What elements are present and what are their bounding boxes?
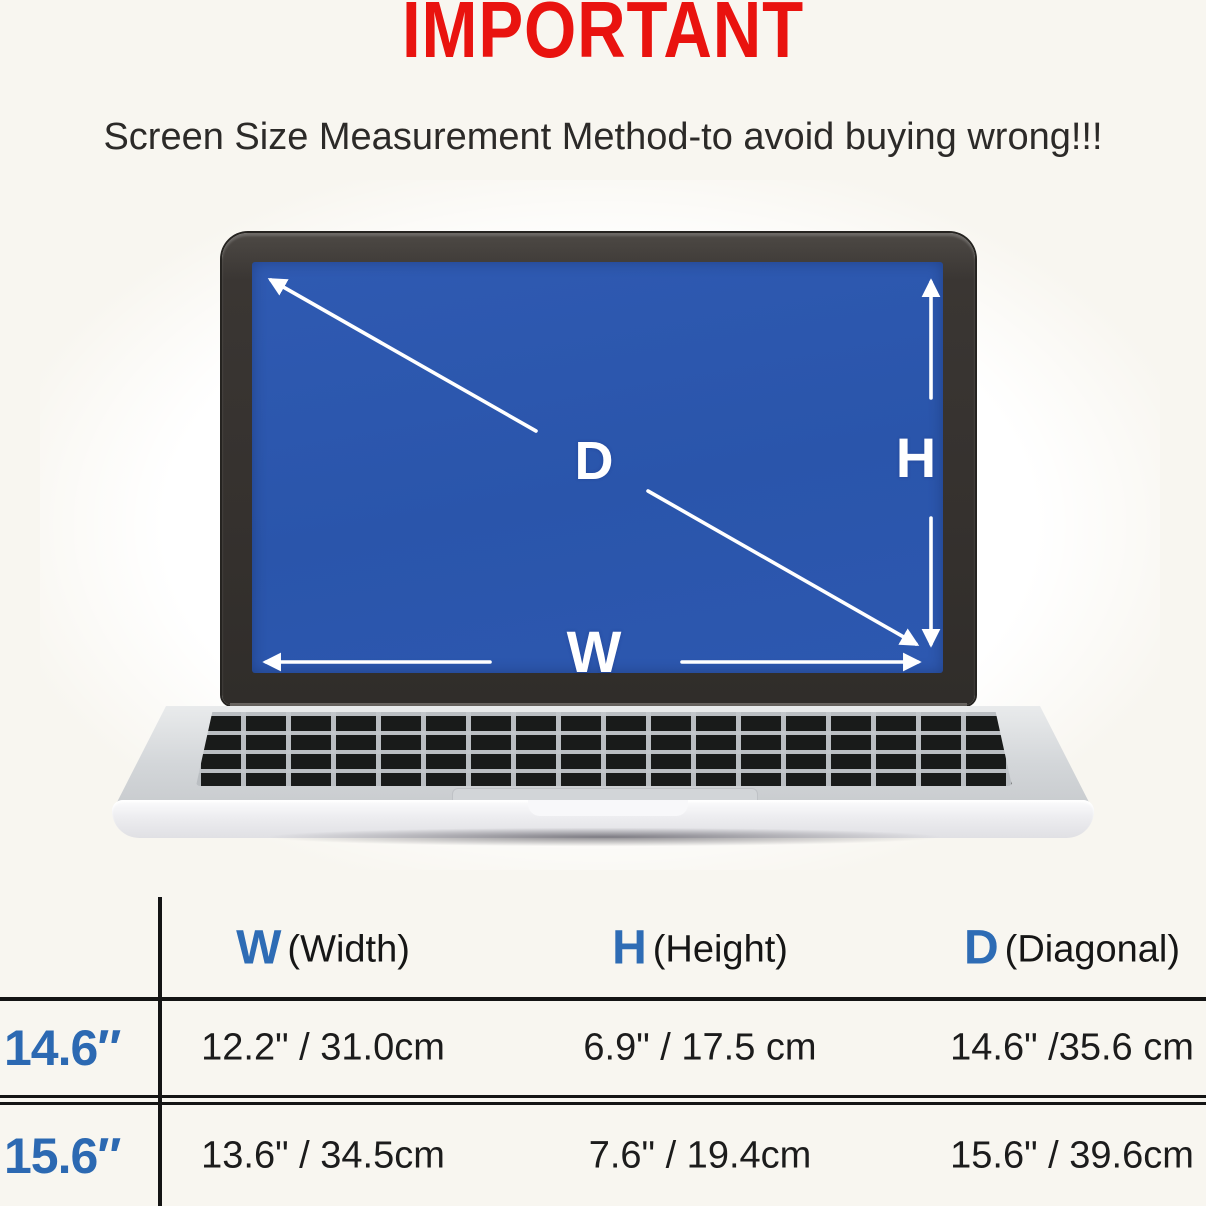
- table-row-divider-top: [0, 1095, 1206, 1098]
- column-header-width: W (Width): [236, 921, 410, 975]
- table-vertical-divider: [158, 897, 162, 1206]
- table-header-divider: [0, 997, 1206, 1001]
- diagonal-label: D: [574, 431, 614, 491]
- row-size-label: 14.6″: [4, 1020, 121, 1076]
- width-letter: W: [236, 921, 282, 975]
- cell-height: 7.6" / 19.4cm: [588, 1134, 812, 1177]
- width-label: W: [566, 620, 622, 685]
- laptop-lid-notch: [528, 800, 688, 816]
- row-size-label: 15.6″: [4, 1128, 121, 1184]
- cell-width: 12.2" / 31.0cm: [201, 1026, 445, 1069]
- laptop-keyboard: [196, 712, 1012, 786]
- column-header-diagonal: D (Diagonal): [964, 921, 1180, 975]
- column-header-height: H (Height): [612, 921, 788, 975]
- page-title: IMPORTANT: [401, 0, 804, 74]
- cell-width: 13.6" / 34.5cm: [201, 1134, 445, 1177]
- cell-height: 6.9" / 17.5 cm: [583, 1026, 817, 1069]
- diagonal-letter: D: [964, 921, 999, 975]
- height-letter: H: [612, 921, 647, 975]
- table-row-divider-bottom: [0, 1102, 1206, 1105]
- height-label: H: [895, 426, 937, 489]
- laptop-shadow: [136, 824, 1072, 850]
- cell-diagonal: 15.6" / 39.6cm: [950, 1134, 1194, 1177]
- cell-diagonal: 14.6" /35.6 cm: [950, 1026, 1194, 1069]
- page-subtitle: Screen Size Measurement Method-to avoid …: [103, 116, 1103, 158]
